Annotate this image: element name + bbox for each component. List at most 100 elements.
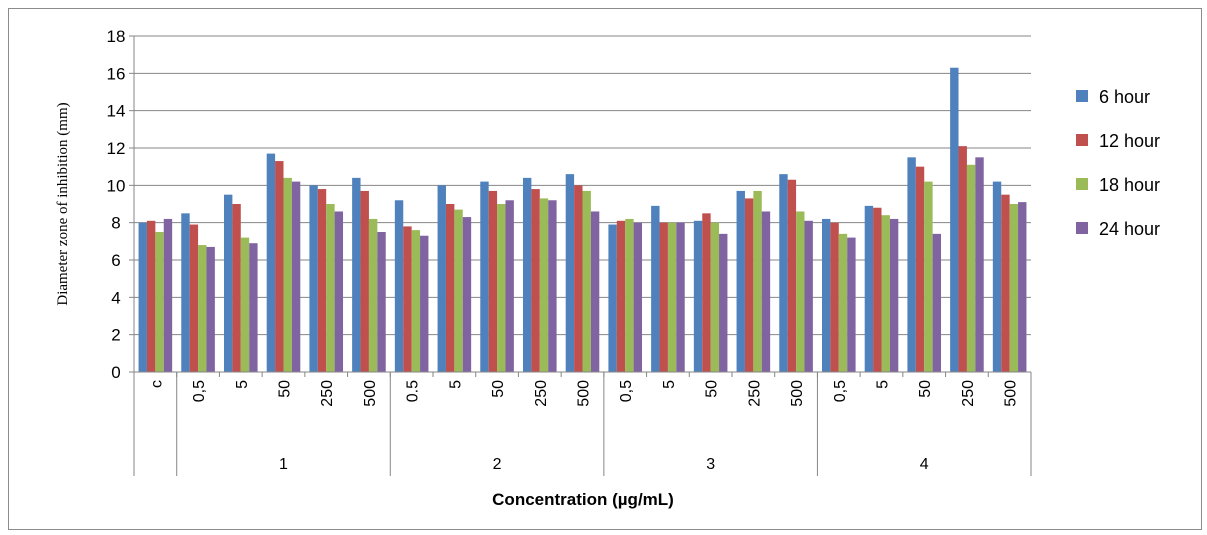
bar-6-hour-8	[480, 181, 489, 372]
bar-18-hour-19	[966, 164, 976, 372]
bar-18-hour-7	[454, 209, 463, 372]
bar-12-hour-12	[659, 222, 668, 372]
x-group-label: 3	[706, 456, 715, 473]
y-tick-label: 4	[111, 288, 120, 307]
bar-24-hour-1	[206, 246, 215, 372]
x-tick-label: 500	[576, 380, 593, 407]
x-tick-label: 250	[960, 380, 977, 407]
x-tick-label: 5	[234, 380, 251, 389]
x-group-labels: 1 2 3 4	[279, 456, 929, 473]
x-category-labels: c 0,5 5 50 250 500 0.5 5 50 250 500 0,5 5 50 250 500 0,5…	[148, 380, 1019, 407]
bar-6-hour-7	[437, 185, 446, 372]
x-tick-label: c	[148, 380, 165, 388]
bar-24-hour-12	[676, 222, 685, 372]
bar-18-hour-5	[368, 218, 378, 372]
bar-6-hour-14	[736, 190, 745, 372]
bar-24-hour-9	[548, 200, 557, 372]
bar-12-hour-6	[403, 226, 412, 372]
bar-24-hour-14	[761, 211, 771, 372]
y-tick-labels: 0 2 4 6 8 10 12 14 16 18	[107, 27, 126, 382]
bar-18-hour-4	[326, 204, 335, 372]
legend-label: 18 hour	[1099, 175, 1160, 195]
y-tick-label: 18	[107, 27, 126, 46]
bar-24-hour-7	[462, 217, 472, 372]
bar-18-hour-11	[625, 218, 634, 372]
bar-12-hour-11	[616, 220, 626, 372]
bar-24-hour-11	[633, 222, 643, 372]
bar-6-hour-3	[266, 153, 276, 372]
x-tick-label: 5	[875, 380, 892, 389]
x-tick-label: 50	[277, 380, 294, 398]
bar-18-hour-16	[838, 233, 848, 372]
bar-18-hour-1	[198, 245, 207, 372]
bar-24-hour-0	[163, 218, 173, 372]
x-tick-label: 50	[704, 380, 721, 398]
bar-18-hour-18	[924, 181, 933, 372]
x-tick-label: 0.5	[405, 380, 422, 402]
bar-18-hour-10	[582, 190, 591, 372]
legend: 6 hour 12 hour 18 hour 24 hour	[1076, 87, 1160, 239]
bar-6-hour-19	[950, 67, 959, 372]
bar-24-hour-10	[590, 211, 600, 372]
bar-12-hour-17	[873, 207, 882, 372]
y-tick-label: 12	[107, 139, 126, 158]
x-tick-label: 250	[746, 380, 763, 407]
y-axis-label: Diameter zone of inhibition (mm)	[55, 102, 71, 305]
bar-18-hour-8	[497, 204, 506, 372]
x-tick-label: 250	[533, 380, 550, 407]
y-tick-label: 2	[111, 326, 120, 345]
x-tick-label: 5	[447, 380, 464, 389]
axes	[129, 35, 1032, 476]
bar-6-hour-2	[223, 194, 233, 372]
x-tick-label: 500	[1003, 380, 1020, 407]
x-tick-label: 0,5	[618, 380, 635, 402]
y-tick-label: 6	[111, 251, 120, 270]
bar-12-hour-1	[189, 224, 199, 372]
x-tick-label: 0,5	[191, 380, 208, 402]
x-tick-label: 50	[917, 380, 934, 398]
x-axis-label: Concentration (µg/mL)	[492, 490, 674, 509]
bar-6-hour-9	[522, 177, 532, 372]
bar-6-hour-5	[352, 177, 361, 372]
y-tick-label: 16	[107, 64, 126, 83]
bar-24-hour-19	[975, 157, 984, 372]
legend-label: 6 hour	[1099, 87, 1150, 107]
bar-12-hour-7	[445, 204, 455, 372]
bar-12-hour-10	[574, 185, 583, 372]
bar-6-hour-18	[907, 157, 916, 372]
bar-18-hour-13	[710, 222, 720, 372]
x-tick-label: 50	[490, 380, 507, 398]
bar-6-hour-6	[394, 200, 404, 372]
bar-18-hour-15	[796, 211, 805, 372]
bar-18-hour-17	[881, 215, 890, 372]
bar-24-hour-17	[889, 218, 899, 372]
legend-swatch	[1076, 178, 1088, 190]
bar-12-hour-16	[830, 222, 839, 372]
bar-24-hour-2	[249, 243, 258, 372]
bar-18-hour-20	[1009, 204, 1019, 372]
x-tick-label: 500	[789, 380, 806, 407]
bar-24-hour-6	[420, 235, 429, 372]
y-tick-label: 0	[111, 363, 120, 382]
x-tick-label: 500	[362, 380, 379, 407]
x-tick-label: 5	[661, 380, 678, 389]
bar-18-hour-2	[240, 237, 250, 372]
bar-6-hour-11	[608, 224, 617, 372]
bar-18-hour-9	[539, 198, 549, 372]
legend-swatch	[1076, 90, 1088, 102]
bar-6-hour-17	[864, 205, 874, 372]
bar-18-hour-14	[753, 190, 762, 372]
bar-24-hour-4	[334, 211, 344, 372]
bar-18-hour-0	[155, 232, 164, 372]
x-group-label: 1	[279, 456, 288, 473]
bar-12-hour-4	[317, 189, 327, 372]
bar-12-hour-15	[787, 179, 797, 372]
bar-24-hour-8	[505, 200, 514, 372]
bar-12-hour-20	[1001, 194, 1010, 372]
bar-6-hour-13	[693, 220, 703, 372]
x-tick-label: 0,5	[832, 380, 849, 402]
x-group-label: 4	[920, 456, 929, 473]
bar-6-hour-20	[992, 181, 1002, 372]
bar-12-hour-5	[360, 190, 369, 372]
legend-label: 24 hour	[1099, 219, 1160, 239]
